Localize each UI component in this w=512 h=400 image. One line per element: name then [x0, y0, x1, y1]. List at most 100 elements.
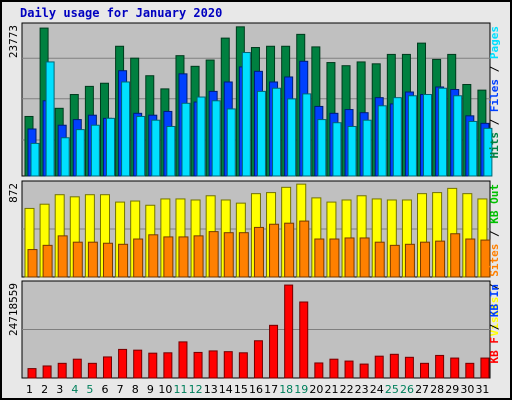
day-label-14: 14	[219, 383, 233, 396]
chart-title: Daily usage for January 2020	[20, 6, 223, 20]
legend-top: Hits / Files / Pages	[488, 26, 501, 159]
ymax-label-bottom: 24718559	[7, 283, 20, 336]
bar-sites-day-2	[42, 244, 53, 278]
bar-sites-day-9	[148, 234, 159, 278]
bar-kb-f-day-20	[314, 362, 324, 379]
day-label-9: 9	[147, 383, 154, 396]
bar-pages-day-19	[302, 93, 312, 177]
day-label-29: 29	[445, 383, 459, 396]
day-label-6: 6	[102, 383, 109, 396]
bar-sites-day-4	[72, 241, 83, 278]
bar-sites-day-20	[314, 238, 325, 278]
day-label-11: 11	[174, 383, 188, 396]
bar-sites-day-15	[238, 232, 249, 278]
bar-sites-day-12	[193, 235, 204, 278]
bar-kb-f-day-3	[57, 362, 67, 379]
bar-sites-day-27	[420, 241, 431, 278]
bar-pages-day-11	[181, 102, 191, 177]
legend-top-item-3: /	[488, 65, 501, 79]
bar-sites-day-26	[404, 243, 415, 278]
bar-kb-f-day-11	[178, 341, 188, 379]
bar-pages-day-30	[468, 120, 478, 177]
legend-middle-item-1: /	[488, 283, 501, 297]
bar-kb-f-day-27	[420, 362, 430, 379]
bar-kb-f-day-17	[269, 324, 279, 379]
bar-pages-day-17	[272, 87, 282, 177]
bar-pages-day-25	[392, 97, 402, 177]
bar-kb-f-day-15	[238, 352, 248, 379]
bar-sites-day-23	[359, 237, 370, 278]
bar-kb-f-day-26	[404, 356, 414, 379]
bar-kb-f-day-6	[102, 356, 112, 379]
legend-bottom-item-1: /	[488, 323, 501, 337]
day-label-21: 21	[324, 383, 338, 396]
day-label-17: 17	[264, 383, 278, 396]
bar-pages-day-15	[241, 52, 251, 177]
bar-sites-day-21	[329, 238, 340, 278]
bar-sites-day-16	[253, 226, 264, 278]
bar-sites-day-8	[133, 238, 144, 278]
bar-pages-day-4	[75, 129, 85, 177]
bar-pages-day-29	[453, 95, 463, 177]
legend-bottom-item-2: KB In	[488, 284, 501, 324]
bar-pages-day-28	[438, 87, 448, 177]
bar-sites-day-24	[374, 241, 385, 278]
bar-kb-f-day-23	[359, 363, 369, 379]
legend-middle-item-3: /	[488, 230, 501, 244]
bar-sites-day-22	[344, 237, 355, 278]
day-label-8: 8	[132, 383, 139, 396]
bar-sites-day-28	[435, 240, 446, 278]
day-label-16: 16	[249, 383, 263, 396]
bar-kb-f-day-16	[253, 340, 263, 379]
bar-pages-day-1	[30, 142, 40, 177]
bar-kb-f-day-14	[223, 351, 233, 379]
ymax-label-middle: 872	[7, 183, 20, 203]
bar-pages-day-2	[45, 61, 55, 177]
bar-pages-day-8	[136, 115, 146, 177]
bar-kb-f-day-21	[329, 358, 339, 379]
day-label-22: 22	[340, 383, 354, 396]
legend-middle: Visits / Sites / KB Out	[488, 184, 501, 336]
bar-kb-f-day-30	[465, 362, 475, 379]
legend-bottom-item-0: KB F	[488, 337, 501, 364]
bar-pages-day-10	[166, 125, 176, 177]
bar-sites-day-25	[389, 244, 400, 278]
bar-kb-f-day-1	[27, 368, 37, 379]
bar-sites-day-18	[284, 222, 295, 278]
bar-pages-day-24	[377, 105, 387, 177]
bar-pages-day-31	[483, 127, 493, 177]
bar-pages-day-16	[256, 90, 266, 177]
bar-kb-f-day-4	[72, 358, 82, 379]
bar-kb-f-day-8	[133, 349, 143, 379]
bar-kb-f-day-18	[284, 284, 294, 379]
bar-sites-day-29	[450, 233, 461, 278]
day-label-25: 25	[385, 383, 399, 396]
bar-pages-day-13	[211, 100, 221, 177]
day-label-26: 26	[400, 383, 414, 396]
bar-pages-day-5	[90, 124, 100, 177]
bar-sites-day-1	[27, 249, 38, 278]
bar-sites-day-5	[87, 241, 98, 278]
bar-kb-f-day-10	[163, 352, 173, 379]
bar-sites-day-13	[208, 231, 219, 278]
bar-kb-f-day-29	[450, 357, 460, 379]
day-label-10: 10	[158, 383, 172, 396]
day-label-30: 30	[460, 383, 474, 396]
bar-kb-f-day-25	[389, 353, 399, 379]
day-label-7: 7	[117, 383, 124, 396]
legend-bottom: KB F / KB In	[488, 284, 501, 364]
bar-pages-day-14	[226, 108, 236, 177]
bar-kb-f-day-13	[208, 350, 218, 379]
legend-top-item-4: Pages	[488, 26, 501, 66]
bar-kb-f-day-2	[42, 365, 52, 379]
day-label-24: 24	[370, 383, 384, 396]
bar-pages-day-23	[362, 119, 372, 177]
day-label-18: 18	[279, 383, 293, 396]
day-label-31: 31	[475, 383, 489, 396]
bar-kb-f-day-24	[374, 355, 384, 379]
bar-sites-day-31	[480, 239, 491, 278]
bar-sites-day-11	[178, 236, 189, 278]
legend-middle-item-2: Sites	[488, 244, 501, 284]
bar-sites-day-6	[102, 242, 113, 278]
